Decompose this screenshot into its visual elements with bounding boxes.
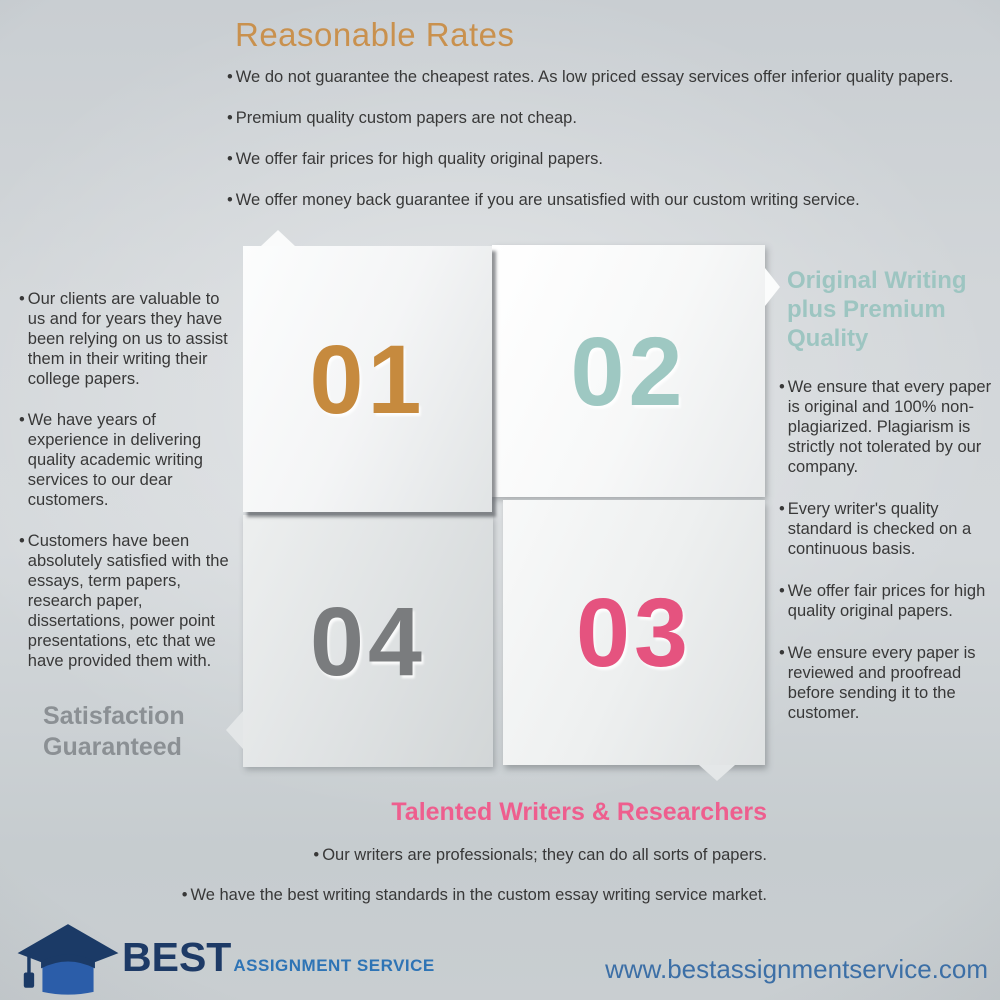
bullet-text: Premium quality custom papers are not ch… bbox=[235, 109, 577, 127]
website-link[interactable]: www.bestassignmentservice.com bbox=[605, 954, 988, 984]
list-item: • We have years of experience in deliver… bbox=[19, 410, 241, 510]
list-item: • We ensure every paper is reviewed and … bbox=[779, 643, 997, 723]
section-title-reasonable-rates: Reasonable Rates bbox=[235, 16, 515, 53]
bullet-text: We offer money back guarantee if you are… bbox=[235, 191, 860, 209]
list-item: • We offer fair prices for high quality … bbox=[227, 149, 953, 169]
tile-03: 03 bbox=[503, 500, 765, 781]
list-item: • Every writer's quality standard is che… bbox=[779, 499, 997, 559]
bullet-text: We ensure that every paper is original a… bbox=[787, 378, 992, 476]
bullet-icon: • bbox=[779, 378, 785, 396]
list-item: • Our clients are valuable to us and for… bbox=[19, 289, 241, 389]
brand-logo: BEST ASSIGNMENT SERVICE bbox=[16, 918, 435, 996]
arrow-right-icon bbox=[765, 268, 780, 306]
graduation-cap-icon bbox=[17, 924, 119, 995]
list-item: • We do not guarantee the cheapest rates… bbox=[227, 67, 953, 87]
bullet-text: We offer fair prices for high quality or… bbox=[235, 150, 603, 168]
bullet-icon: • bbox=[227, 150, 233, 168]
tile-number: 04 bbox=[310, 586, 426, 696]
tile-01: 01 bbox=[243, 230, 492, 512]
arrow-down-icon bbox=[699, 765, 735, 781]
bullet-icon: • bbox=[779, 500, 785, 518]
arrow-up-icon bbox=[261, 230, 295, 246]
bullet-icon: • bbox=[313, 846, 320, 864]
bullet-text: Customers have been absolutely satisfied… bbox=[27, 532, 229, 670]
arrow-left-icon bbox=[226, 711, 243, 749]
logo-text-assignment-service: ASSIGNMENT SERVICE bbox=[233, 956, 435, 975]
bullet-icon: • bbox=[19, 411, 25, 429]
bullet-icon: • bbox=[779, 582, 785, 600]
list-item: • We ensure that every paper is original… bbox=[779, 377, 997, 477]
list-item: • We offer fair prices for high quality … bbox=[779, 581, 997, 621]
list-item: • We offer money back guarantee if you a… bbox=[227, 190, 953, 210]
tile-02: 02 bbox=[492, 245, 780, 497]
bullet-icon: • bbox=[779, 644, 785, 662]
bullet-icon: • bbox=[227, 109, 233, 127]
tile-number: 03 bbox=[576, 578, 692, 687]
reasonable-rates-bullet-list: • We do not guarantee the cheapest rates… bbox=[227, 67, 953, 210]
bullet-text: We have the best writing standards in th… bbox=[190, 886, 767, 904]
section-title-original-writing: Original Writing plus Premium Quality bbox=[787, 267, 967, 352]
bullet-icon: • bbox=[227, 68, 233, 86]
tile-04: 04 bbox=[226, 515, 493, 767]
bullet-text: Our clients are valuable to us and for y… bbox=[27, 290, 228, 388]
bullet-text: We have years of experience in deliverin… bbox=[27, 411, 203, 509]
list-item: • Premium quality custom papers are not … bbox=[227, 108, 953, 128]
bullet-icon: • bbox=[19, 290, 25, 308]
bullet-text: We ensure every paper is reviewed and pr… bbox=[787, 644, 976, 722]
bullet-icon: • bbox=[227, 191, 233, 209]
section-title-talented-writers: Talented Writers & Researchers bbox=[391, 798, 767, 826]
tile-number: 01 bbox=[309, 324, 426, 434]
list-item: • We have the best writing standards in … bbox=[182, 885, 767, 905]
bullet-icon: • bbox=[19, 532, 25, 550]
bullet-text: We offer fair prices for high quality or… bbox=[787, 582, 986, 620]
bullet-icon: • bbox=[181, 886, 188, 904]
right-text-column: Original Writing plus Premium Quality • … bbox=[779, 266, 997, 745]
left-text-column: • Our clients are valuable to us and for… bbox=[19, 289, 241, 692]
logo-text-best: BEST bbox=[122, 934, 232, 980]
bullet-text: We do not guarantee the cheapest rates. … bbox=[235, 68, 954, 86]
list-item: • Customers have been absolutely satisfi… bbox=[19, 531, 241, 671]
tile-number: 02 bbox=[570, 316, 687, 426]
section-title-satisfaction-guaranteed: Satisfaction Guaranteed bbox=[43, 702, 185, 761]
bullet-text: Every writer's quality standard is check… bbox=[787, 500, 972, 558]
bullet-text: Our writers are professionals; they can … bbox=[322, 846, 767, 864]
list-item: • Our writers are professionals; they ca… bbox=[182, 845, 767, 865]
bottom-text-block: Talented Writers & Researchers • Our wri… bbox=[182, 798, 767, 925]
